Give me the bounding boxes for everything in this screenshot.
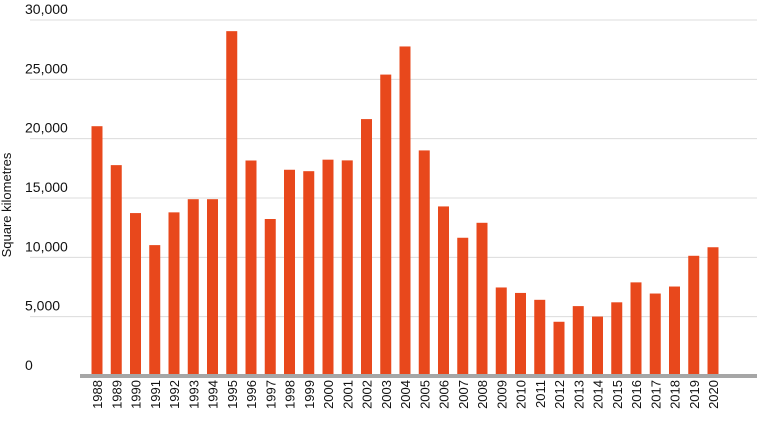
bar-2007 (457, 237, 469, 376)
x-tick-label: 2006 (437, 380, 452, 409)
x-tick-label: 1992 (167, 380, 182, 409)
bar-2005 (418, 150, 430, 376)
bar-2002 (361, 119, 372, 376)
x-tick-label: 1989 (109, 380, 124, 409)
bar-2011 (534, 299, 546, 376)
bar-1988 (91, 126, 103, 376)
y-tick-label: 15,000 (25, 179, 68, 195)
bar-1995 (226, 31, 238, 377)
x-axis-ticks: 1988 1989 1990 1991 1992 1993 1994 1995 1996 1997… (90, 380, 721, 409)
bar-1997 (264, 219, 276, 376)
x-tick-label: 2018 (668, 380, 683, 409)
bar-2006 (438, 206, 449, 376)
bar-1996 (245, 160, 257, 376)
bar-2016 (630, 282, 642, 376)
x-tick-label: 1995 (225, 380, 240, 409)
x-tick-label: 2019 (687, 380, 702, 409)
bar-2010 (515, 292, 526, 376)
y-tick-label: 25,000 (25, 60, 68, 76)
x-tick-label: 2008 (475, 380, 490, 409)
bar-2004 (399, 46, 411, 376)
x-tick-label: 2014 (591, 380, 606, 409)
bar-2008 (476, 222, 488, 376)
bar-1990 (130, 213, 141, 376)
bar-1994 (207, 199, 218, 376)
x-tick-label: 2001 (340, 380, 355, 409)
x-tick-label: 2016 (629, 380, 644, 409)
bar-1989 (110, 165, 122, 376)
bar-2015 (611, 302, 623, 376)
bar-2018 (669, 286, 680, 376)
x-tick-label: 1997 (263, 380, 278, 409)
bar-1992 (168, 212, 180, 376)
bar-2003 (380, 74, 392, 376)
x-tick-label: 2012 (552, 380, 567, 409)
y-tick-label: 0 (25, 357, 33, 373)
x-tick-label: 2009 (494, 380, 509, 409)
y-axis-title: Square kilometres (0, 152, 14, 257)
bar-1991 (149, 245, 161, 376)
bar-2019 (688, 255, 700, 376)
x-tick-label: 1990 (129, 380, 144, 409)
bar-1999 (303, 171, 315, 376)
x-tick-label: 2003 (379, 380, 394, 409)
x-tick-label: 2017 (648, 380, 663, 409)
y-axis-ticks: 0 5,000 10,000 15,000 20,000 25,000 30,000 (25, 1, 68, 373)
x-tick-label: 2013 (571, 380, 586, 409)
x-tick-label: 1991 (148, 380, 163, 409)
x-tick-label: 2007 (456, 380, 471, 409)
x-tick-label: 2010 (514, 380, 529, 409)
x-tick-label: 1993 (186, 380, 201, 409)
bar-2009 (495, 287, 507, 376)
x-tick-label: 2015 (610, 380, 625, 409)
x-tick-label: 2000 (321, 380, 336, 409)
x-tick-label: 2004 (398, 380, 413, 409)
y-tick-label: 10,000 (25, 238, 68, 254)
y-tick-label: 30,000 (25, 1, 68, 17)
x-tick-label: 2005 (417, 380, 432, 409)
x-tick-label: 2011 (533, 380, 548, 408)
x-tick-label: 1999 (302, 380, 317, 409)
bar-2012 (553, 321, 565, 376)
x-tick-label: 2020 (706, 380, 721, 409)
x-tick-label: 1988 (90, 380, 105, 409)
x-tick-label: 1998 (283, 380, 298, 409)
bar-2001 (341, 160, 353, 376)
bar-2000 (322, 159, 334, 376)
bar-1993 (187, 199, 199, 376)
bar-1998 (284, 169, 295, 376)
x-tick-label: 2002 (360, 380, 375, 409)
x-tick-label: 1994 (206, 380, 221, 409)
bars (91, 31, 719, 377)
y-tick-label: 20,000 (25, 120, 68, 136)
bar-2014 (592, 316, 603, 376)
bar-2020 (707, 247, 719, 376)
x-tick-label: 1996 (244, 380, 259, 409)
bar-2017 (649, 293, 661, 376)
bar-2013 (572, 306, 584, 376)
y-tick-label: 5,000 (25, 298, 60, 314)
